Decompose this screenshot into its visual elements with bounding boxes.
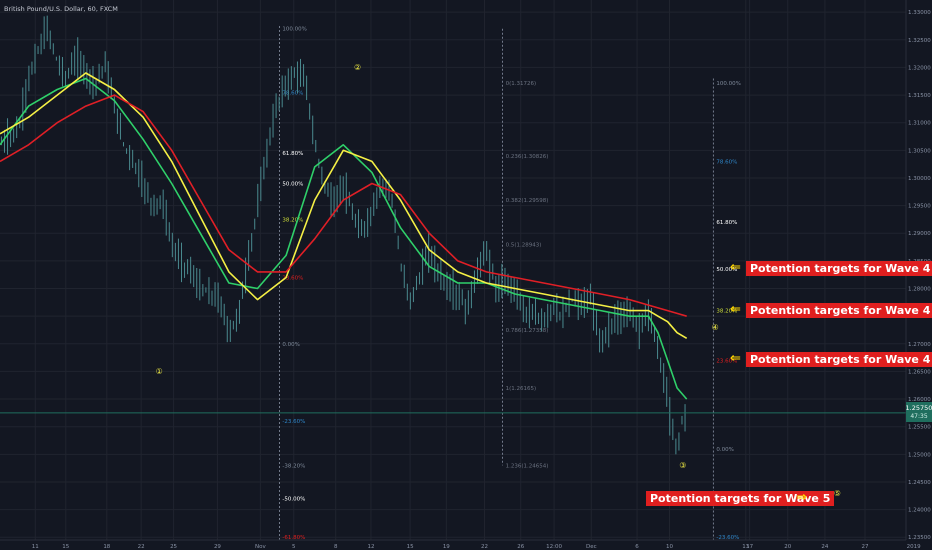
y-tick-label: 1.32500 (908, 38, 931, 44)
fib-level-label: 38.20% (282, 217, 303, 223)
y-tick-label: 1.32000 (908, 65, 931, 71)
wave-label: ② (354, 63, 361, 72)
moving-averages (0, 72, 688, 400)
x-tick-label: 22 (481, 544, 488, 550)
x-tick-label: Dec (586, 544, 597, 550)
time-axis-panel (0, 540, 932, 550)
x-tick-label: 20 (784, 544, 791, 550)
x-tick-label: 22 (138, 544, 145, 550)
fib-level-label: 100.00% (282, 27, 306, 33)
fib-level-label: 50.00% (716, 267, 737, 273)
y-tick-label: 1.25500 (908, 425, 931, 431)
x-tick-label: 6 (635, 544, 639, 550)
annotation-label: Potention targets for Wave 4 (746, 261, 932, 277)
y-tick-label: 1.33000 (908, 10, 931, 16)
price-axis[interactable]: 1.33000 1.32500 1.32000 1.31500 1.31000 1.305… (908, 10, 931, 541)
x-tick-label: 18 (103, 544, 110, 550)
y-tick-label: 1.28000 (908, 287, 931, 293)
fib-level-label: 0.00% (282, 342, 299, 348)
arrow-right-icon: ⇒ (796, 489, 807, 505)
fib-level-label: 78.60% (282, 90, 303, 96)
y-tick-label: 1.31000 (908, 121, 931, 127)
x-tick-label: Nov (255, 544, 266, 550)
fib-level-label: 1.236(1.24654) (506, 463, 549, 469)
fib-level-label: 0.786(1.27358) (506, 328, 549, 334)
fib-level-label: 0(1.31726) (506, 81, 537, 87)
fib-level-label: 1(1.26165) (506, 386, 537, 392)
fib-level-label: 0.382(1.29598) (506, 198, 549, 204)
annotation-label: Potention targets for Wave 5 (646, 490, 835, 506)
price-badge-value: 1.25750 (906, 404, 932, 412)
y-tick-label: 1.30500 (908, 148, 931, 154)
fib-level-label: -50.00% (282, 497, 305, 503)
x-tick-label: 24 (821, 544, 828, 550)
wave-labels: ① ② ③ ④ ⑤ (156, 63, 841, 498)
price-badge-countdown: 47:35 (910, 413, 927, 420)
y-tick-label: 1.24000 (908, 508, 931, 514)
fib-level-label: 0.236(1.30826) (506, 154, 549, 160)
fib-level-label: -38.20% (282, 463, 305, 469)
arrow-left-icon: ⇐ (730, 351, 741, 367)
fib-level-label: 61.80% (716, 220, 737, 226)
x-tick-label: 15 (62, 544, 69, 550)
ma-slow-line (0, 94, 687, 317)
x-tick-label: 15 (407, 544, 414, 550)
annotation-label: Potention targets for Wave 4 (746, 302, 932, 318)
wave-label: ③ (679, 461, 686, 470)
fibonacci-levels: 100.00% 78.60% 61.80% 50.00% 38.20% 23.60% 0.0… (279, 25, 741, 543)
price-badge: 1.25750 47:35 (906, 402, 932, 422)
chart-title: British Pound/U.S. Dollar, 60, FXCM (4, 5, 118, 13)
x-tick-label: 19 (443, 544, 450, 550)
wave-label: ① (156, 367, 163, 376)
x-tick-label: 10 (666, 544, 673, 550)
x-tick-label: 12:00 (546, 544, 562, 550)
x-tick-label: 12 (367, 544, 374, 550)
fib-level-label: 61.80% (282, 151, 303, 157)
fib-level-label: -61.80% (282, 535, 305, 541)
x-tick-label: 25 (170, 544, 177, 550)
arrow-left-icon: ⇐ (730, 260, 741, 276)
wave-label: ⑤ (834, 489, 841, 498)
ma-fast-line (0, 77, 688, 400)
fib-level-label: 50.00% (282, 182, 303, 188)
fib-level-label: 23.60% (282, 275, 303, 281)
fib-level-label: 0.00% (716, 447, 733, 453)
fib-level-label: 0.5(1.28943) (506, 242, 542, 248)
x-tick-label: 11 (32, 544, 39, 550)
wave-label: ④ (712, 323, 719, 332)
y-tick-label: 1.29500 (908, 204, 931, 210)
x-tick-label: 8 (334, 544, 338, 550)
fib-level-label: 78.60% (716, 159, 737, 165)
x-tick-label: 2019 (907, 544, 921, 550)
x-tick-label: 26 (517, 544, 524, 550)
y-tick-label: 1.26500 (908, 369, 931, 375)
y-tick-label: 1.24500 (908, 480, 931, 486)
y-tick-label: 1.23500 (908, 535, 931, 541)
fib-level-label: -23.60% (716, 535, 739, 541)
y-tick-label: 1.29000 (908, 231, 931, 237)
annotation-label: Potention targets for Wave 4 (746, 352, 932, 368)
y-tick-label: 1.30000 (908, 176, 931, 182)
x-tick-label: 5 (292, 544, 296, 550)
x-tick-label: 27 (861, 544, 868, 550)
time-axis[interactable]: 11 15 18 22 25 29 Nov 5 8 12 15 19 22 26 12:00 Dec 6 10 13… (32, 544, 921, 550)
arrow-left-icon: ⇐ (730, 301, 741, 317)
fib-level-label: -23.60% (282, 419, 305, 425)
y-tick-label: 1.26000 (908, 397, 931, 403)
y-tick-label: 1.31500 (908, 93, 931, 99)
y-tick-label: 1.25000 (908, 452, 931, 458)
fib-level-label: 38.20% (716, 309, 737, 315)
fib-level-label: 23.60% (716, 358, 737, 364)
x-tick-label: 13 (742, 544, 749, 550)
fib-level-label: 100.00% (716, 81, 740, 87)
x-tick-label: 17 (746, 544, 753, 550)
y-tick-label: 1.27000 (908, 342, 931, 348)
x-tick-label: 29 (214, 544, 221, 550)
